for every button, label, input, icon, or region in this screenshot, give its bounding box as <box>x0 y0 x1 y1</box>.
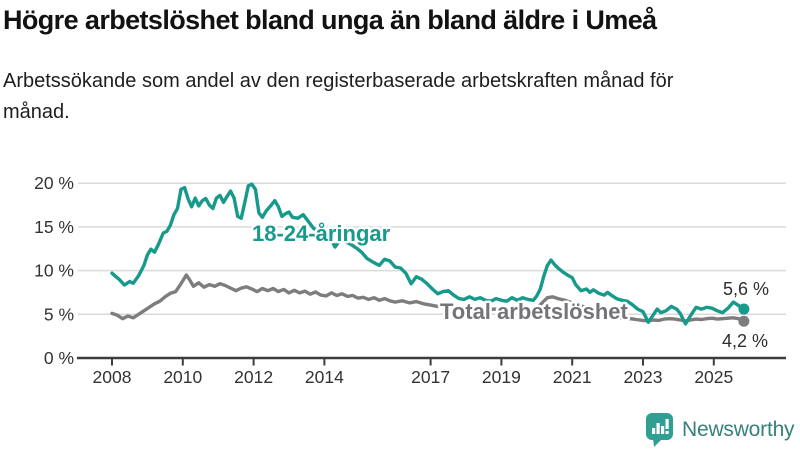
x-tick-label: 2023 <box>624 367 663 387</box>
x-tick-label: 2012 <box>234 367 273 387</box>
total-end-dot <box>738 315 750 327</box>
gridlines: 0 % 5 % 10 % 15 % 20 % <box>34 173 786 368</box>
end-markers <box>738 303 750 327</box>
x-tick-label: 2017 <box>411 367 450 387</box>
y-tick-label: 5 % <box>44 304 74 324</box>
x-tick-label: 2019 <box>482 367 521 387</box>
series-label-youth: 18-24-åringar <box>252 221 391 246</box>
x-tick-label: 2014 <box>305 367 344 387</box>
x-tick-label: 2021 <box>553 367 592 387</box>
data-lines <box>110 182 746 326</box>
y-tick-label: 15 % <box>34 217 74 237</box>
chart-subtitle: Arbetssökande som andel av den registerb… <box>3 70 674 123</box>
x-tick-label: 2010 <box>163 367 202 387</box>
y-tick-label: 20 % <box>34 173 74 193</box>
y-tick-label: 0 % <box>44 348 74 368</box>
x-axis: 2008 2010 2012 2014 2017 2019 2021 2023 2025 <box>77 356 786 387</box>
youth-unemployment-line <box>110 182 746 326</box>
end-value-total: 4,2 % <box>722 331 768 351</box>
end-value-youth: 5,6 % <box>723 279 769 299</box>
x-tick-label: 2008 <box>93 367 132 387</box>
brand-name: Newsworthy <box>682 418 795 441</box>
x-tick-label: 2025 <box>694 367 733 387</box>
youth-end-dot <box>738 303 750 315</box>
newsworthy-logo[interactable]: Newsworthy <box>645 412 795 448</box>
y-tick-label: 10 % <box>34 261 74 281</box>
newsworthy-icon <box>646 413 673 447</box>
page-title: Högre arbetslöshet bland unga än bland ä… <box>3 5 657 35</box>
series-label-total: Total arbetslöshet <box>440 299 629 324</box>
